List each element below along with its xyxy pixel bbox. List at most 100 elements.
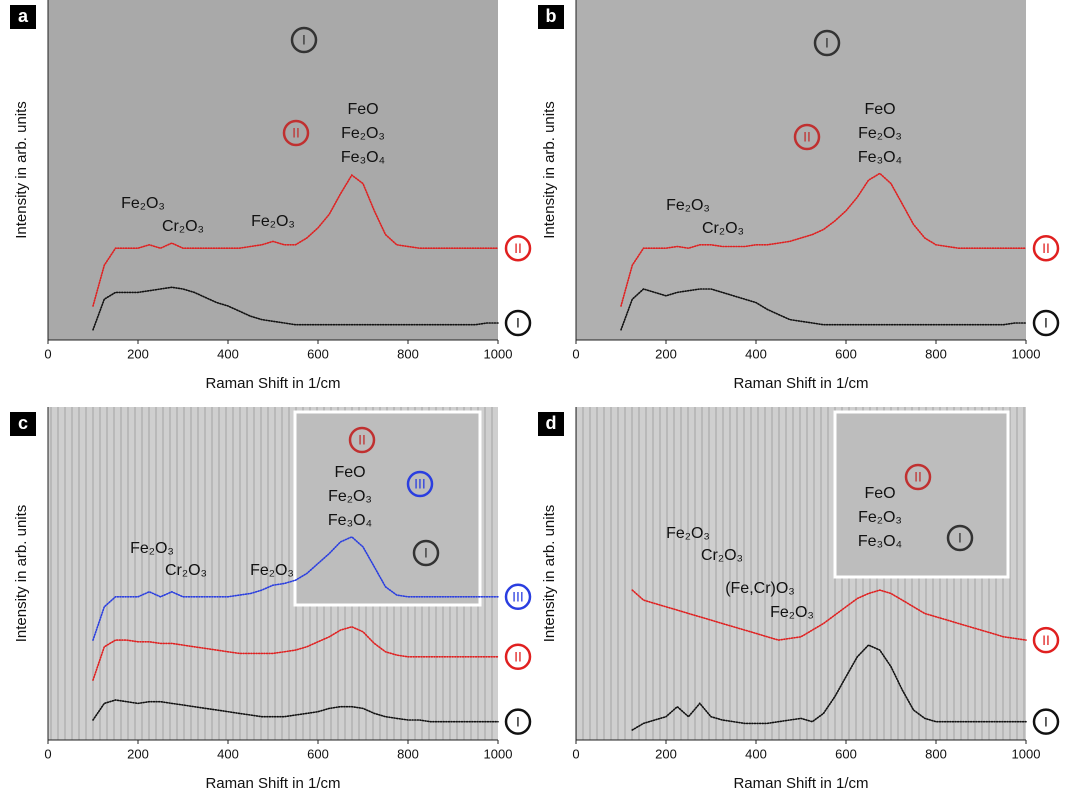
x-tick-label: 1000 <box>484 346 513 361</box>
annotation: Fe₂O₃ <box>250 562 294 579</box>
series-label-circle <box>504 708 532 735</box>
series-line <box>92 625 499 681</box>
annotation: Fe₂O₃ <box>328 488 372 505</box>
x-tick-label: 200 <box>127 746 149 761</box>
x-tick-label: 400 <box>745 746 767 761</box>
image-label: II <box>803 129 811 145</box>
series-label-circle <box>504 643 532 670</box>
annotation: Fe₂O₃ <box>130 540 174 557</box>
x-tick-label: 400 <box>217 346 239 361</box>
panel-label-box <box>10 412 36 436</box>
image-label: I <box>958 530 962 546</box>
image-label: III <box>414 476 426 492</box>
panel-label: a <box>18 6 29 26</box>
x-tick-label: 400 <box>745 346 767 361</box>
annotation: Cr₂O₃ <box>165 562 207 579</box>
annotation: FeO <box>347 101 378 118</box>
annotation: Fe₂O₃ <box>341 125 385 142</box>
annotation: FeO <box>864 101 895 118</box>
annotation: Fe₃O₄ <box>341 149 385 166</box>
annotation: Fe₃O₄ <box>858 533 902 550</box>
x-tick-label: 800 <box>397 346 419 361</box>
x-tick-label: 600 <box>835 746 857 761</box>
series-label: II <box>1042 240 1050 256</box>
annotation: Fe₃O₄ <box>328 512 372 529</box>
image-label-circle <box>282 119 310 147</box>
series-line <box>92 286 499 331</box>
x-tick-label: 0 <box>44 346 51 361</box>
annotation: FeO <box>334 464 365 481</box>
image-label-circle <box>290 26 318 54</box>
series-label: I <box>1044 713 1048 729</box>
image-label: I <box>424 545 428 561</box>
x-tick-label: 0 <box>44 746 51 761</box>
image-label: II <box>914 469 922 485</box>
panel-label-box <box>538 5 564 29</box>
annotation: Cr₂O₃ <box>702 220 744 237</box>
series-label: II <box>514 240 522 256</box>
image-label: I <box>302 32 306 48</box>
series-label-circle <box>1032 234 1060 262</box>
x-tick-label: 0 <box>572 346 579 361</box>
x-axis-label: Raman Shift in 1/cm <box>205 375 340 392</box>
image-label-circle <box>348 426 376 454</box>
x-axis-label: Raman Shift in 1/cm <box>733 375 868 392</box>
annotation: Cr₂O₃ <box>701 547 743 564</box>
inset-image <box>833 410 1010 579</box>
series-line <box>92 173 499 307</box>
annotation: Fe₂O₃ <box>666 525 710 542</box>
x-axis-label: Raman Shift in 1/cm <box>205 775 340 788</box>
annotation: Fe₂O₃ <box>858 125 902 142</box>
x-tick-label: 200 <box>127 346 149 361</box>
y-axis-label: Intensity in arb. units <box>13 505 30 643</box>
y-axis-label: Intensity in arb. units <box>541 101 558 239</box>
x-tick-label: 800 <box>397 746 419 761</box>
image-label: I <box>825 35 829 51</box>
image-label-circle <box>412 539 440 567</box>
series-line <box>631 589 1027 641</box>
image-label-circle <box>793 123 821 151</box>
x-axis-label: Raman Shift in 1/cm <box>733 775 868 788</box>
series-label: I <box>516 315 520 331</box>
annotation: FeO <box>864 485 895 502</box>
series-label: III <box>512 589 524 605</box>
plot-background <box>48 0 498 340</box>
panel-label: b <box>546 6 557 26</box>
x-tick-label: 800 <box>925 746 947 761</box>
annotation: Fe₂O₃ <box>666 197 710 214</box>
image-label: II <box>358 432 366 448</box>
x-tick-label: 1000 <box>1012 346 1041 361</box>
image-label-circle <box>813 29 841 57</box>
x-tick-label: 600 <box>307 746 329 761</box>
annotation: Fe₃O₄ <box>858 149 902 166</box>
series-label: I <box>516 713 520 729</box>
x-tick-label: 200 <box>655 746 677 761</box>
panel-label: d <box>546 413 557 433</box>
annotation: Fe₂O₃ <box>770 604 814 621</box>
x-tick-label: 1000 <box>1012 746 1041 761</box>
x-tick-label: 600 <box>307 346 329 361</box>
image-label-circle <box>904 463 932 491</box>
series-line <box>92 535 499 641</box>
series-line <box>631 644 1027 731</box>
series-label: I <box>1044 315 1048 331</box>
series-label-circle <box>504 309 532 337</box>
annotation: Fe₂O₃ <box>121 195 165 212</box>
annotation: Fe₂O₃ <box>251 213 295 230</box>
image-label-circle <box>406 470 434 498</box>
inset-image <box>293 410 482 607</box>
series-label-circle <box>504 234 532 262</box>
series-line <box>620 288 1027 331</box>
plot-background <box>576 0 1026 340</box>
series-label-circle <box>1032 309 1060 337</box>
y-axis-label: Intensity in arb. units <box>13 101 30 239</box>
x-tick-label: 1000 <box>484 746 513 761</box>
x-tick-label: 0 <box>572 746 579 761</box>
series-label-circle <box>504 583 532 611</box>
annotation: (Fe,Cr)O₃ <box>725 580 795 597</box>
x-tick-label: 200 <box>655 346 677 361</box>
panel-label-box <box>538 412 564 436</box>
series-label: II <box>514 648 522 664</box>
image-label: II <box>292 125 300 141</box>
